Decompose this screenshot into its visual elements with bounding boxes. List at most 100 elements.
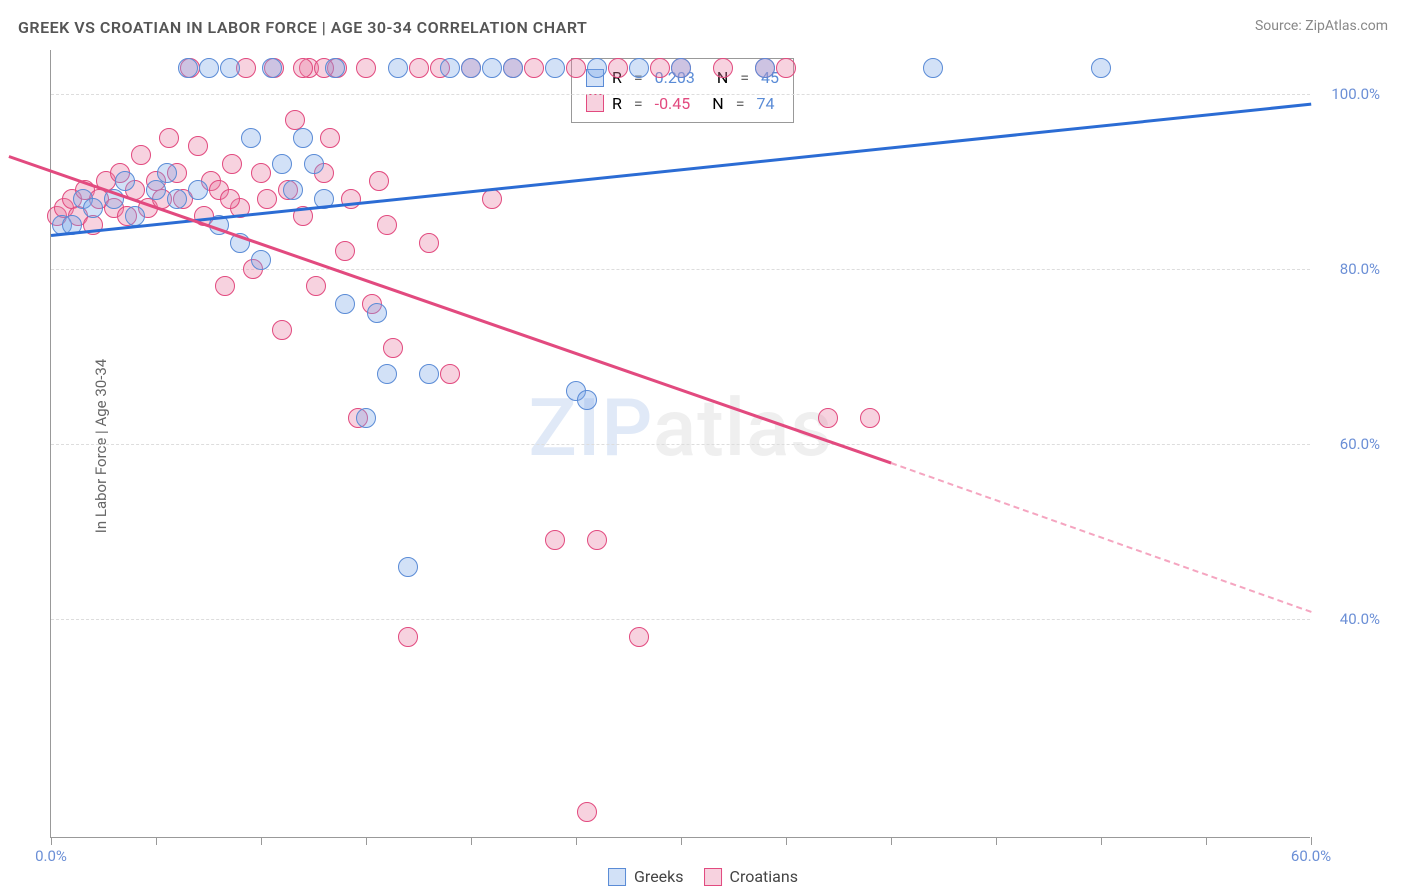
data-point [159,128,179,148]
data-point [188,180,208,200]
gridline [51,94,1310,95]
data-point [251,163,271,183]
x-tick [1206,837,1207,845]
data-point [369,171,389,191]
data-point [545,58,565,78]
data-point [377,215,397,235]
data-point [83,198,103,218]
data-point [776,58,796,78]
trend-line [891,462,1312,613]
data-point [220,58,240,78]
gridline [51,619,1310,620]
data-point [335,241,355,261]
data-point [713,58,733,78]
data-point [587,58,607,78]
data-point [388,58,408,78]
data-point [377,364,397,384]
data-point [199,58,219,78]
data-point [409,58,429,78]
x-tick [1311,837,1312,845]
data-point [293,58,313,78]
x-tick [576,837,577,845]
y-tick-label: 60.0% [1320,435,1380,453]
data-point [306,276,326,296]
data-point [503,58,523,78]
data-point [167,189,187,209]
data-point [398,557,418,577]
data-point [293,128,313,148]
chart-title: GREEK VS CROATIAN IN LABOR FORCE | AGE 3… [18,18,587,37]
plot-area: ZIPatlas R= 0.203 N= 45 R= -0.45 N= 74 4… [50,50,1310,838]
data-point [146,180,166,200]
data-point [587,530,607,550]
data-point [419,233,439,253]
swatch-croatians [586,94,604,112]
y-tick-label: 100.0% [1320,85,1380,103]
data-point [131,145,151,165]
x-tick [996,837,997,845]
data-point [398,627,418,647]
x-tick [156,837,157,845]
data-point [178,58,198,78]
data-point [125,206,145,226]
gridline [51,444,1310,445]
x-tick [51,837,52,845]
data-point [818,408,838,428]
legend-item-croatians: Croatians [704,867,798,886]
data-point [367,303,387,323]
data-point [383,338,403,358]
data-point [440,58,460,78]
x-tick [1101,837,1102,845]
data-point [650,58,670,78]
data-point [577,390,597,410]
data-point [325,58,345,78]
data-point [566,58,586,78]
y-tick-label: 80.0% [1320,260,1380,278]
trend-line [9,155,892,464]
data-point [283,180,303,200]
data-point [188,136,208,156]
data-point [860,408,880,428]
swatch-icon [608,868,626,886]
data-point [220,189,240,209]
x-tick [261,837,262,845]
gridline [51,269,1310,270]
data-point [923,58,943,78]
x-tick [366,837,367,845]
data-point [356,408,376,428]
data-point [215,276,235,296]
data-point [222,154,242,174]
x-tick [471,837,472,845]
y-tick-label: 40.0% [1320,610,1380,628]
series-legend: Greeks Croatians [608,867,798,886]
data-point [755,58,775,78]
data-point [629,58,649,78]
source-label: Source: ZipAtlas.com [1255,18,1388,34]
data-point [545,530,565,550]
data-point [262,58,282,78]
data-point [304,154,324,174]
x-tick [891,837,892,845]
data-point [115,171,135,191]
legend-item-greeks: Greeks [608,867,684,886]
x-tick-label: 60.0% [1291,847,1331,865]
data-point [241,128,261,148]
data-point [671,58,691,78]
data-point [482,58,502,78]
data-point [524,58,544,78]
data-point [608,58,628,78]
data-point [440,364,460,384]
data-point [257,189,277,209]
data-point [320,128,340,148]
data-point [272,320,292,340]
x-tick-label: 0.0% [35,847,67,865]
data-point [272,154,292,174]
x-tick [786,837,787,845]
data-point [251,250,271,270]
data-point [577,802,597,822]
data-point [482,189,502,209]
data-point [356,58,376,78]
data-point [629,627,649,647]
data-point [419,364,439,384]
data-point [157,163,177,183]
